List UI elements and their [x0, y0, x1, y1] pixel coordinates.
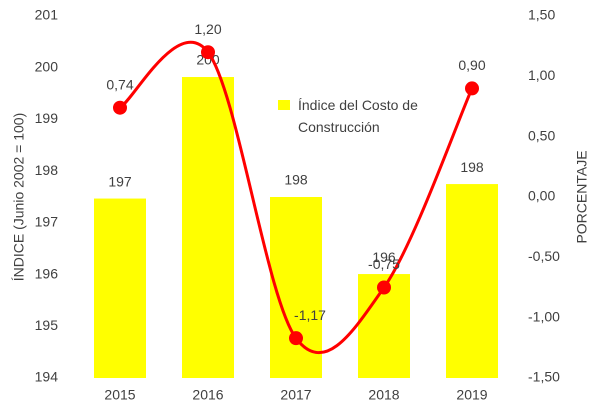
legend-swatch	[278, 100, 290, 110]
line-marker	[289, 331, 303, 346]
y2-tick-label: -0,50	[528, 248, 560, 264]
y-tick-label: 197	[35, 214, 59, 230]
y-axis-title: ÍNDICE (Junio 2002 = 100)	[11, 113, 27, 281]
y2-tick-label: -1,50	[528, 369, 560, 385]
x-tick-label: 2017	[280, 387, 311, 403]
bar	[446, 184, 498, 378]
bar-value-label: 198	[460, 159, 484, 175]
y-tick-label: 199	[35, 110, 59, 126]
y2-tick-label: 1,00	[528, 67, 555, 83]
y-tick-label: 201	[35, 7, 59, 23]
y2-tick-label: 1,50	[528, 7, 555, 23]
bar	[182, 77, 234, 378]
y2-tick-label: 0,00	[528, 188, 555, 204]
bar	[94, 198, 146, 378]
y-tick-label: 195	[35, 317, 59, 333]
x-tick-label: 2019	[456, 387, 487, 403]
y-tick-label: 196	[35, 265, 59, 281]
x-tick-label: 2016	[192, 387, 223, 403]
y-tick-label: 198	[35, 162, 59, 178]
y-tick-label: 200	[35, 58, 59, 74]
line-marker	[465, 81, 479, 96]
bar	[270, 197, 322, 378]
line-marker	[377, 280, 391, 295]
x-tick-label: 2018	[368, 387, 399, 403]
line-value-label: 0,90	[458, 57, 485, 73]
y2-tick-label: -1,00	[528, 308, 560, 324]
line-value-label: -1,17	[294, 307, 326, 323]
y2-tick-label: 0,50	[528, 127, 555, 143]
bar-value-label: 198	[284, 172, 308, 188]
y2-axis-title: PORCENTAJE	[574, 150, 590, 243]
line-value-label: -0,75	[368, 256, 400, 272]
bar-value-label: 197	[108, 173, 132, 189]
legend-label: Índice del Costo de Construcción	[298, 97, 418, 135]
y-tick-label: 194	[35, 369, 59, 385]
line-value-label: 1,20	[194, 21, 221, 37]
line-marker	[201, 45, 215, 60]
x-tick-label: 2015	[104, 387, 135, 403]
line-marker	[113, 100, 127, 115]
line-value-label: 0,74	[106, 76, 133, 92]
legend: Índice del Costo de Construcción	[278, 94, 448, 138]
bar-value-label: 196	[372, 249, 396, 265]
